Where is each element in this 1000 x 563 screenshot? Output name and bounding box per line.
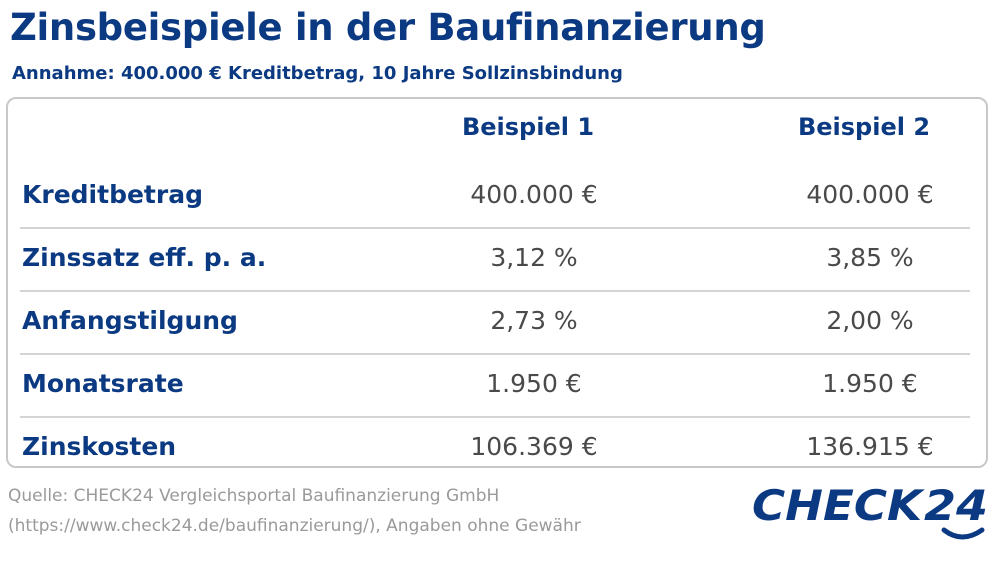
table-row-anfangstilgung: Anfangstilgung 2,73 % 2,00 %	[20, 291, 970, 355]
cell-beispiel-1: 1.950 €	[486, 369, 582, 398]
table-row-kreditbetrag: Kreditbetrag 400.000 € 400.000 €	[20, 165, 970, 229]
page-title: Zinsbeispiele in der Baufinanzierung	[10, 6, 766, 49]
row-label: Monatsrate	[22, 369, 184, 398]
logo-text-24: 24	[924, 481, 988, 530]
logo-text-check: CHECK	[752, 481, 926, 530]
column-header-beispiel-1: Beispiel 1	[461, 113, 595, 141]
row-label: Zinskosten	[22, 432, 177, 461]
cell-beispiel-2: 3,85 %	[826, 243, 914, 272]
check24-logo: CHECK 24	[752, 481, 988, 540]
logo-swoosh	[941, 527, 985, 540]
comparison-table: Beispiel 1 Beispiel 2 Kreditbetrag 400.0…	[6, 97, 988, 468]
cell-beispiel-2: 400.000 €	[806, 180, 934, 209]
row-label: Zinssatz eff. p. a.	[22, 243, 267, 272]
cell-beispiel-2: 1.950 €	[822, 369, 918, 398]
row-label: Anfangstilgung	[22, 306, 238, 335]
cell-beispiel-2: 136.915 €	[806, 432, 934, 461]
page-subtitle: Annahme: 400.000 € Kreditbetrag, 10 Jahr…	[12, 63, 623, 84]
column-header-beispiel-2: Beispiel 2	[797, 113, 931, 141]
cell-beispiel-1: 400.000 €	[470, 180, 598, 209]
cell-beispiel-1: 106.369 €	[470, 432, 598, 461]
source-line-2: (https://www.check24.de/baufinanzierung/…	[8, 516, 581, 536]
table-row-zinskosten: Zinskosten 106.369 € 136.915 €	[20, 417, 970, 479]
cell-beispiel-2: 2,00 %	[826, 306, 914, 335]
row-label: Kreditbetrag	[22, 180, 203, 209]
cell-beispiel-1: 2,73 %	[490, 306, 578, 335]
source-line-1: Quelle: CHECK24 Vergleichsportal Baufina…	[8, 486, 500, 506]
table-row-monatsrate: Monatsrate 1.950 € 1.950 €	[20, 354, 970, 418]
table-row-zinssatz: Zinssatz eff. p. a. 3,12 % 3,85 %	[20, 228, 970, 292]
cell-beispiel-1: 3,12 %	[490, 243, 578, 272]
source-note: Quelle: CHECK24 Vergleichsportal Baufina…	[8, 481, 581, 541]
